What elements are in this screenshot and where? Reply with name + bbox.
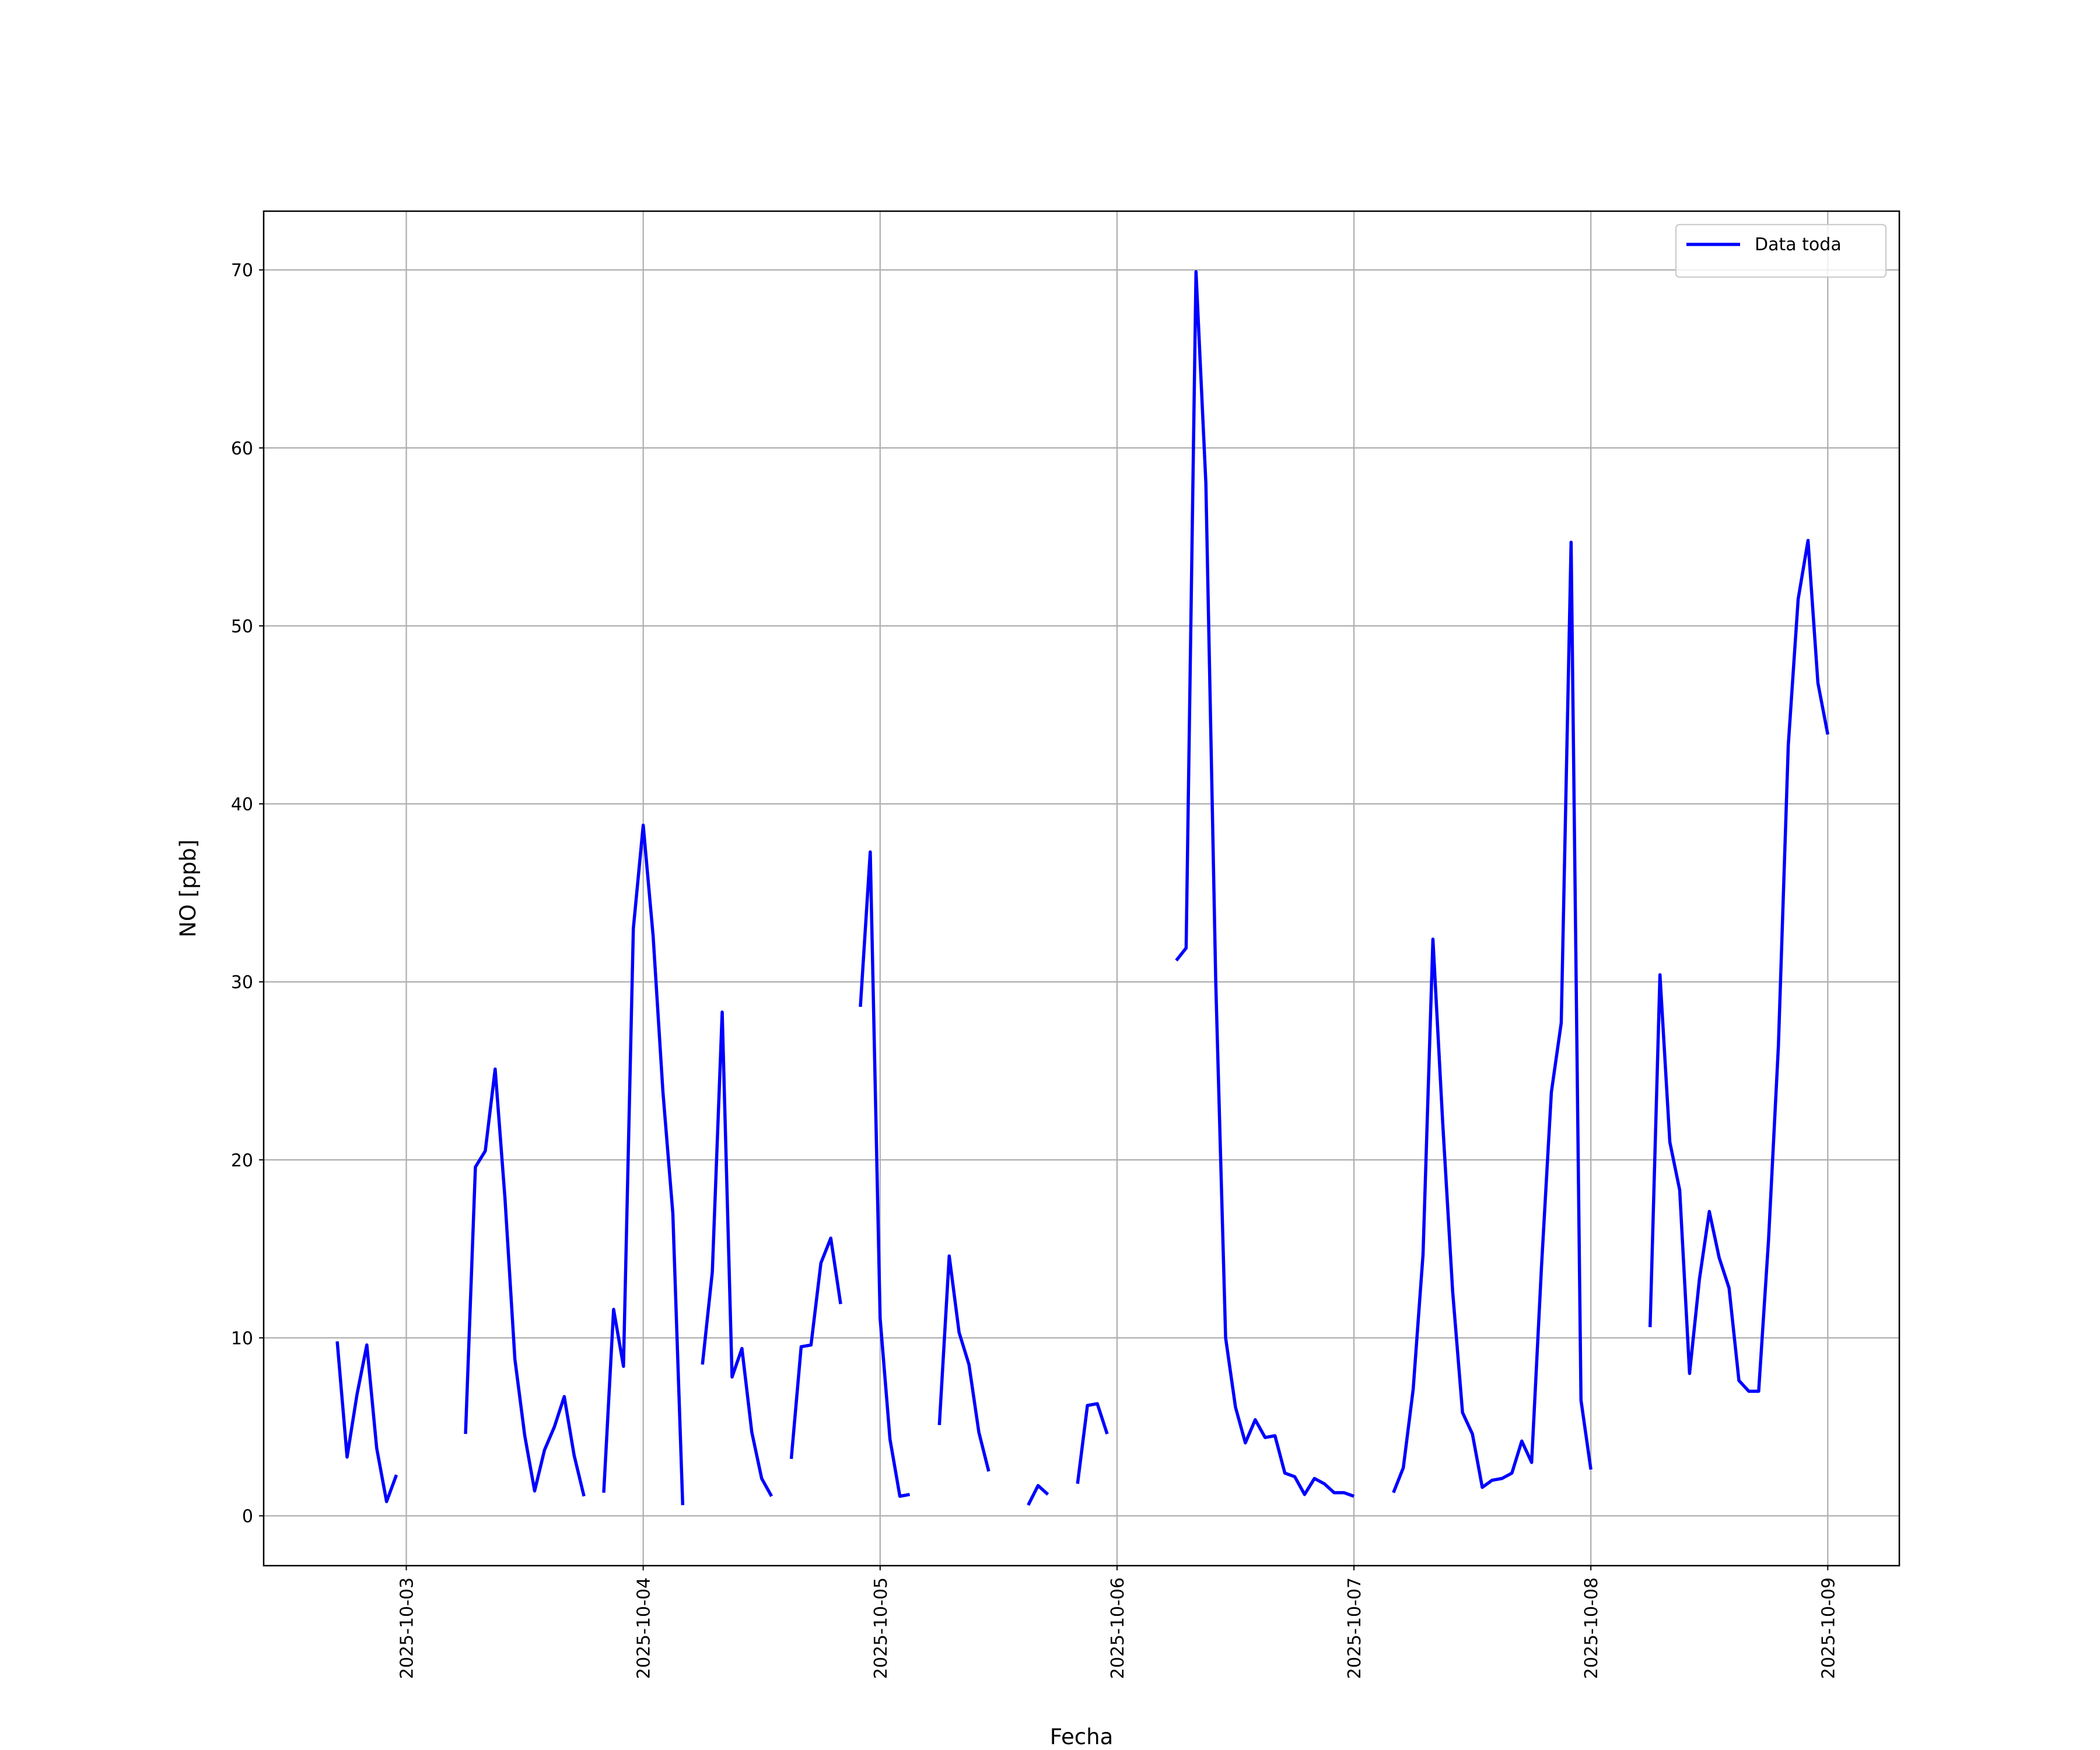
data-line	[335, 270, 1830, 1506]
y-tick-label: 50	[231, 617, 253, 637]
y-axis-label: NO [ppb]	[176, 839, 201, 937]
x-tick-label: 2025-10-08	[1581, 1577, 1602, 1679]
y-tick-label: 20	[231, 1150, 253, 1171]
y-tick-label: 40	[231, 794, 253, 815]
plot-frame	[262, 210, 1901, 1567]
x-tick-label: 2025-10-03	[397, 1577, 418, 1679]
y-tick-label: 30	[231, 972, 253, 993]
x-tick-label: 2025-10-04	[634, 1577, 654, 1679]
y-tick-label: 70	[231, 261, 253, 281]
y-tick-label: 60	[231, 439, 253, 459]
x-tick-label: 2025-10-07	[1345, 1577, 1365, 1679]
x-tick-label: 2025-10-06	[1108, 1577, 1128, 1679]
x-axis-label: Fecha	[1050, 1724, 1114, 1749]
y-tick-label: 10	[231, 1328, 253, 1349]
legend-box	[1675, 223, 1887, 278]
legend-label: Data toda	[1755, 235, 1842, 255]
legend: Data toda	[1675, 223, 1887, 278]
y-tick-label: 0	[242, 1507, 253, 1527]
x-tick-label: 2025-10-05	[871, 1577, 891, 1679]
x-tick-label: 2025-10-09	[1818, 1577, 1839, 1679]
